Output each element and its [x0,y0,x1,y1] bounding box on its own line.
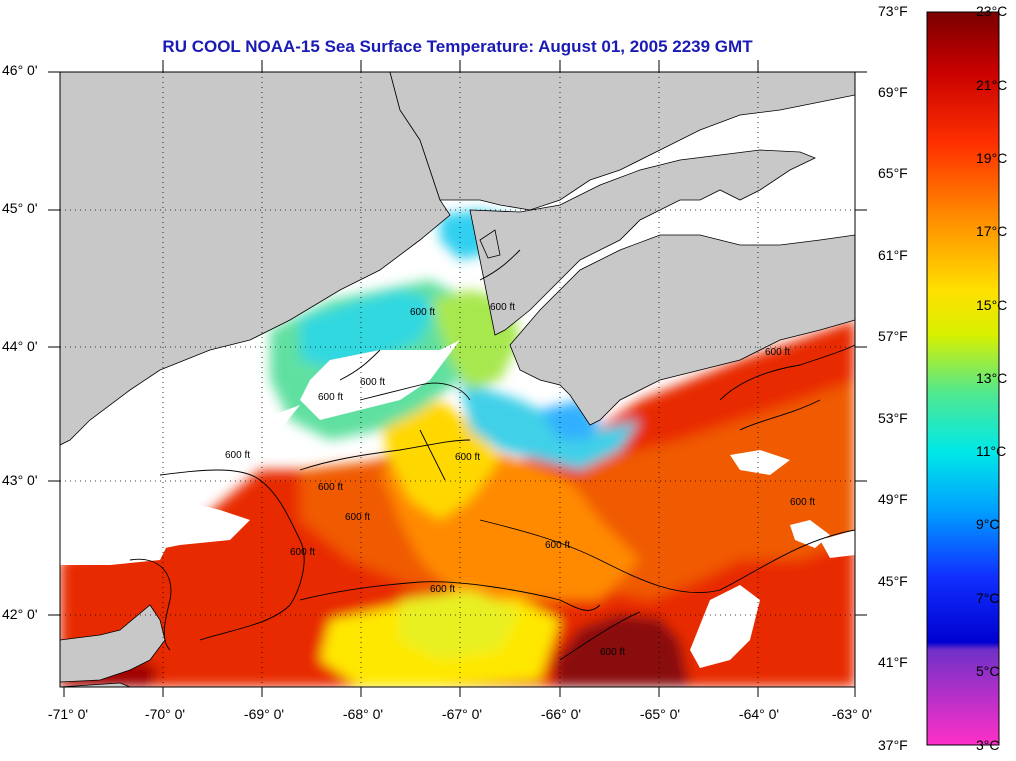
colorbar-c-label: 3°C [976,737,1000,753]
lat-label: 42° 0' [2,606,38,622]
colorbar-c-label: 13°C [976,370,1008,386]
lon-label: -69° 0' [243,706,285,722]
colorbar-c-label: 15°C [976,297,1008,313]
lat-label: 44° 0' [2,338,38,354]
contour-label: 600 ft [765,347,790,358]
lat-label: 46° 0' [2,62,38,78]
colorbar-f-label: 49°F [878,491,908,507]
colorbar-c-label: 21°C [976,77,1008,93]
lon-label: -63° 0' [831,706,873,722]
colorbar-c-label: 5°C [976,663,1000,679]
contour-label: 600 ft [455,452,480,463]
colorbar-f-label: 69°F [878,84,908,100]
map-area [60,72,855,687]
colorbar-c-label: 9°C [976,516,1000,532]
lon-label: -68° 0' [342,706,384,722]
land [60,72,855,687]
colorbar-f-label: 73°F [878,3,908,19]
temperature-colorbar [926,11,1000,746]
contour-label: 600 ft [318,392,343,403]
lat-label: 43° 0' [2,472,38,488]
colorbar-f-label: 45°F [878,573,908,589]
contour-label: 600 ft [318,482,343,493]
colorbar-f-label: 53°F [878,410,908,426]
contour-label: 600 ft [410,307,435,318]
contour-label: 600 ft [290,547,315,558]
map-title: RU COOL NOAA-15 Sea Surface Temperature:… [162,37,753,56]
contour-label: 600 ft [430,584,455,595]
map-frame [59,71,856,688]
colorbar-c-label: 11°C [976,443,1007,459]
contour-labels: 600 ft 600 ft 600 ft 600 ft 600 ft 600 f… [225,302,815,658]
colorbar-c-label: 23°C [976,3,1008,19]
colorbar-c-label: 7°C [976,590,1000,606]
lon-label: -71° 0' [47,706,89,722]
lon-label: -66° 0' [540,706,582,722]
lon-label: -70° 0' [144,706,186,722]
contour-label: 600 ft [545,540,570,551]
contour-label: 600 ft [225,450,250,461]
lon-label: -65° 0' [639,706,681,722]
axis-ticks [48,60,867,697]
colorbar-f-label: 65°F [878,165,908,181]
contour-label: 600 ft [490,302,515,313]
colorbar-f-label: 57°F [878,328,908,344]
colorbar-f-label: 61°F [878,247,908,263]
contour-label: 600 ft [345,512,370,523]
contour-label: 600 ft [360,377,385,388]
contour-label: 600 ft [790,497,815,508]
lon-label: -64° 0' [738,706,780,722]
colorbar-f-label: 37°F [878,737,908,753]
contour-label: 600 ft [600,647,625,658]
colorbar-c-label: 17°C [976,223,1008,239]
lon-label: -67° 0' [441,706,483,722]
colorbar-c-label: 19°C [976,150,1008,166]
colorbar-f-label: 41°F [878,654,908,670]
lat-label: 45° 0' [2,200,38,216]
isobath-contours [129,249,855,661]
